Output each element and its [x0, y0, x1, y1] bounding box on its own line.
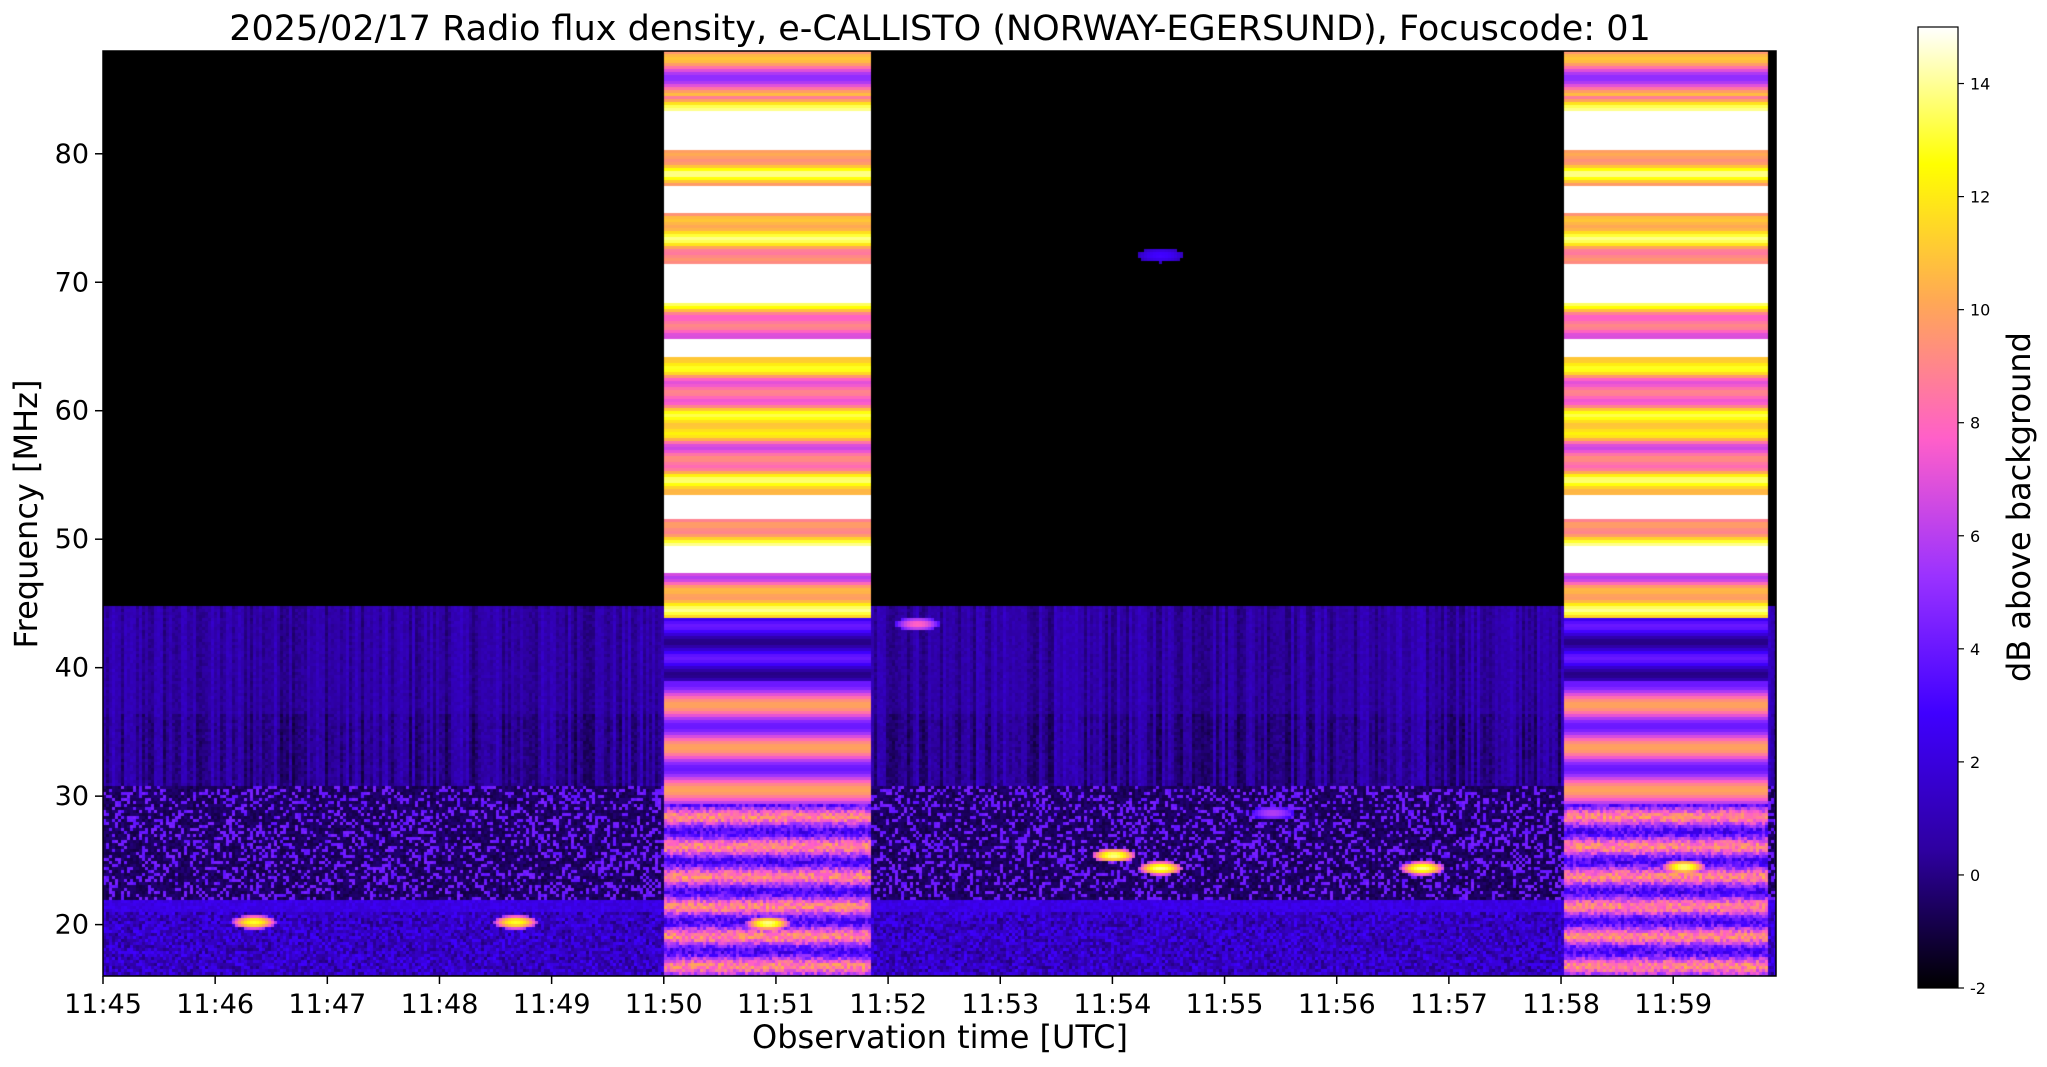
x-tick-label: 11:45	[64, 989, 142, 1020]
y-tick-label: 50	[55, 524, 89, 555]
x-tick-label: 11:56	[1298, 989, 1376, 1020]
colorbar-tick-label: 2	[1970, 753, 1980, 772]
colorbar-tick-label: 4	[1970, 640, 1980, 659]
y-tick-label: 30	[55, 781, 89, 812]
x-tick-label: 11:58	[1522, 989, 1600, 1020]
spectrogram-image	[103, 51, 1776, 976]
y-tick-label: 20	[55, 910, 89, 941]
colorbar-frame	[1917, 26, 1959, 989]
colorbar-tick-label: 12	[1970, 188, 1990, 207]
y-tick-label: 60	[55, 396, 89, 427]
colorbar-tick-label: 14	[1970, 75, 1990, 94]
x-tick-label: 11:52	[849, 989, 927, 1020]
plot-area	[102, 50, 1777, 977]
colorbar-tick-label: -2	[1970, 979, 1986, 998]
x-tick-label: 11:46	[176, 989, 254, 1020]
x-tick-label: 11:59	[1634, 989, 1712, 1020]
colorbar-tick-label: 6	[1970, 527, 1980, 546]
x-axis: 11:45 11:46 11:47 11:48 11:49 11:50 11:51 11:52…	[64, 976, 1712, 1020]
colorbar-label: dB above background	[2000, 332, 2038, 682]
x-tick-label: 11:54	[1074, 989, 1152, 1020]
x-tick-label: 11:49	[513, 989, 591, 1020]
y-axis-label: Frequency [MHz]	[7, 380, 45, 649]
y-axis: 20 30 40 50 60 70 80	[55, 139, 103, 941]
colorbar-tick-label: 8	[1970, 414, 1980, 433]
x-tick-label: 11:48	[401, 989, 479, 1020]
plot-frame	[102, 50, 1777, 977]
x-tick-label: 11:57	[1410, 989, 1488, 1020]
spectrogram-image-frame	[103, 51, 1776, 976]
colorbar-gradient	[1918, 27, 1958, 988]
colorbar-tick-label: 10	[1970, 301, 1990, 320]
y-tick-label: 80	[55, 139, 89, 170]
colorbar: -2 0 2 4 6 8 10 12 14 dB above background	[1917, 26, 2038, 998]
y-tick-label: 40	[55, 653, 89, 684]
colorbar-tick-label: 0	[1970, 866, 1980, 885]
x-tick-label: 11:55	[1186, 989, 1264, 1020]
x-tick-label: 11:53	[961, 989, 1039, 1020]
x-axis-label: Observation time [UTC]	[752, 1018, 1128, 1056]
chart-title: 2025/02/17 Radio flux density, e-CALLIST…	[229, 9, 1651, 49]
colorbar-ticks: -2 0 2 4 6 8 10 12 14	[1958, 75, 1990, 998]
x-tick-label: 11:47	[288, 989, 366, 1020]
x-tick-label: 11:50	[625, 989, 703, 1020]
y-tick-label: 70	[55, 267, 89, 298]
x-tick-label: 11:51	[737, 989, 815, 1020]
